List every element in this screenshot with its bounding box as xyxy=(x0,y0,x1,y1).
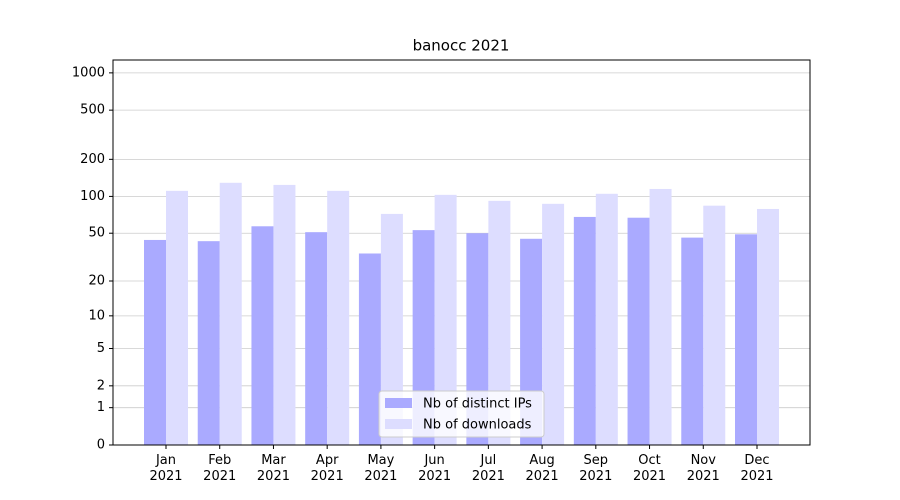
x-tick-label: Jun 2021 xyxy=(418,453,452,484)
x-tick-label: Feb 2021 xyxy=(203,453,237,484)
legend: Nb of distinct IPs Nb of downloads xyxy=(378,390,545,438)
x-tick-label: Aug 2021 xyxy=(525,453,559,484)
bar xyxy=(273,184,296,445)
y-tick-label: 200 xyxy=(80,152,105,167)
bar xyxy=(542,203,565,445)
bar xyxy=(649,188,672,445)
legend-swatch xyxy=(385,398,412,408)
plot-frame xyxy=(112,59,811,446)
bar xyxy=(327,190,350,445)
y-tick-label: 20 xyxy=(88,274,105,289)
bar xyxy=(627,217,650,445)
y-tick-label: 5 xyxy=(97,341,105,356)
bar xyxy=(380,213,403,445)
y-tick-label: 100 xyxy=(80,189,105,204)
x-tick-label: Dec 2021 xyxy=(740,453,774,484)
x-tick-label: Apr 2021 xyxy=(310,453,344,484)
y-tick-label: 0 xyxy=(97,438,105,453)
y-tick-label: 500 xyxy=(80,103,105,118)
x-tick-label: Mar 2021 xyxy=(256,453,290,484)
y-tick-label: 2 xyxy=(97,378,105,393)
bar xyxy=(595,193,618,445)
bar xyxy=(144,239,167,445)
legend-label: Nb of distinct IPs xyxy=(423,397,532,412)
x-tick-label: Jul 2021 xyxy=(471,453,505,484)
x-tick-label: Oct 2021 xyxy=(632,453,667,484)
bar xyxy=(305,232,328,445)
x-tick-label: Jan 2021 xyxy=(149,453,183,484)
legend-label: Nb of downloads xyxy=(423,418,532,433)
bar xyxy=(251,226,274,445)
bar xyxy=(488,200,511,445)
y-tick-label: 50 xyxy=(88,226,105,241)
bar xyxy=(573,216,596,445)
bar xyxy=(703,205,726,445)
bar xyxy=(756,208,779,445)
legend-swatch xyxy=(385,419,412,429)
bar xyxy=(734,234,757,445)
bar xyxy=(197,241,220,445)
y-tick-label: 1 xyxy=(97,400,105,415)
x-tick-label: May 2021 xyxy=(364,453,398,484)
bar xyxy=(166,190,189,445)
bar xyxy=(681,237,704,445)
bar xyxy=(358,253,381,445)
chart-title: banocc 2021 xyxy=(413,37,510,55)
x-tick-label: Nov 2021 xyxy=(686,453,720,484)
legend-box xyxy=(378,390,545,438)
y-tick-label: 1000 xyxy=(72,65,105,80)
bar xyxy=(434,194,457,445)
x-tick-label: Sep 2021 xyxy=(579,453,613,484)
bar xyxy=(219,182,242,445)
y-tick-label: 10 xyxy=(88,308,105,323)
